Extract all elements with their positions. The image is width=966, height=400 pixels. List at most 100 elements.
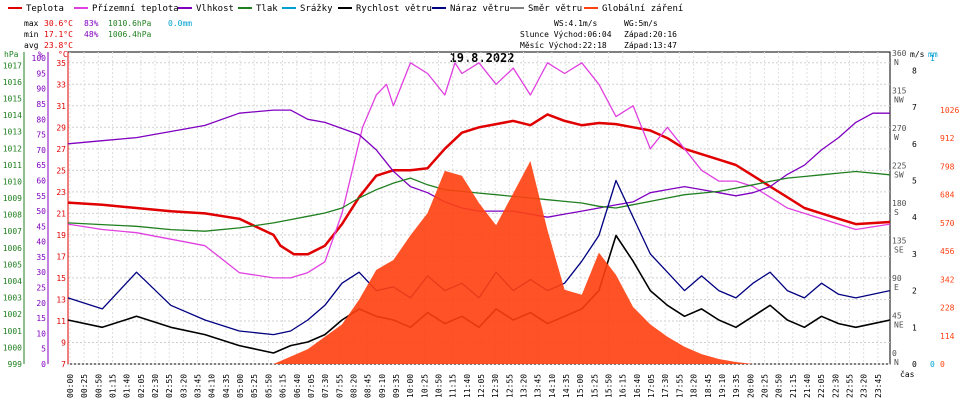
x-tick-label: 14:35 (562, 374, 571, 398)
wm2-tick-label: 1026 (940, 106, 959, 115)
dir-tick-label: SW (894, 171, 904, 180)
x-tick-label: 10:25 (420, 374, 429, 398)
hpa-tick-label: 1015 (3, 94, 22, 103)
dir-tick-label: W (894, 133, 899, 142)
x-tick-label: 01:15 (109, 374, 118, 398)
hpa-tick-label: 1005 (3, 260, 22, 269)
hpa-tick-label: 1016 (3, 78, 22, 87)
x-tick-label: 02:05 (137, 374, 146, 398)
pct-tick-label: 10 (36, 329, 46, 338)
legend-label-smer: Směr větru (528, 4, 582, 14)
mm-tick-label: 0 (930, 360, 935, 369)
hpa-tick-label: 1006 (3, 244, 22, 253)
pct-tick-label: 80 (36, 115, 46, 124)
dir-tick-value: 0 (892, 349, 897, 358)
pct-tick-label: 40 (36, 238, 46, 247)
wm2-tick-label: 0 (940, 360, 945, 369)
pct-tick-label: 45 (36, 222, 46, 231)
pct-tick-label: 95 (36, 69, 46, 78)
series-p-zemn-teplota-line (67, 62, 891, 279)
dir-tick-label: E (894, 283, 899, 292)
info-mesic: Měsíc Východ:22:18 (520, 41, 607, 50)
x-tick-label: 05:50 (264, 374, 273, 398)
stat-max-hum: 83% (84, 19, 99, 28)
x-tick-label: 16:15 (619, 374, 628, 398)
x-tick-label: 21:40 (803, 374, 812, 398)
dir-tick-label: NE (894, 321, 904, 330)
info-ws: WS:4.1m/s (554, 19, 598, 28)
dir-tick-value: 135 (892, 237, 907, 246)
legend-label-rychlost: Rychlost větru (356, 4, 432, 14)
wm2-tick-label: 570 (940, 219, 955, 228)
x-tick-label: 21:15 (789, 374, 798, 398)
temp-tick-label: 29 (56, 123, 66, 132)
hpa-tick-label: 1004 (3, 277, 22, 286)
wm2-tick-label: 798 (940, 162, 955, 171)
x-tick-label: 23:20 (860, 374, 869, 398)
x-tick-label: 15:50 (605, 374, 614, 398)
x-tick-label: 11:40 (463, 374, 472, 398)
x-tick-label: 09:35 (392, 374, 401, 398)
x-tick-label: 15:00 (576, 374, 585, 398)
temp-tick-label: 11 (56, 317, 66, 326)
x-tick-label: 07:05 (307, 374, 316, 398)
x-tick-label: 10:50 (434, 374, 443, 398)
info-slunce: Slunce Východ:06:04 (520, 30, 612, 39)
temp-tick-label: 9 (61, 338, 66, 347)
unit-ms: m/s (910, 50, 925, 59)
x-tick-label: 03:45 (194, 374, 203, 398)
temp-tick-label: 27 (56, 145, 66, 154)
dir-tick-label: SE (894, 246, 904, 255)
pct-tick-label: 30 (36, 268, 46, 277)
dir-tick-label: N (894, 58, 899, 67)
pct-tick-label: 35 (36, 253, 46, 262)
stat-min-hum: 48% (84, 30, 99, 39)
x-tick-label: 20:50 (775, 374, 784, 398)
x-tick-label: 12:05 (477, 374, 486, 398)
unit-hpa: hPa (4, 50, 19, 59)
pct-tick-label: 90 (36, 85, 46, 94)
legend-label-teplota: Teplota (26, 4, 64, 14)
series-teplota-line (67, 113, 891, 256)
x-tick-label: 08:20 (349, 374, 358, 398)
x-tick-label: 20:00 (746, 374, 755, 398)
temp-tick-label: 17 (56, 252, 66, 261)
stat-max-rain: 0.0mm (168, 19, 192, 28)
axes: 00:00 00:25 00:50 01:15 01:40 02:05 02:30 02:55… (3, 49, 960, 398)
dir-tick-value: 360 (892, 49, 907, 58)
legend-label-naraz: Náraz větru (450, 4, 510, 14)
temp-tick-label: 13 (56, 295, 66, 304)
pct-tick-label: 0 (41, 360, 46, 369)
dir-tick-label: NW (894, 96, 904, 105)
x-tick-label: 09:10 (378, 374, 387, 398)
ms-tick-label: 4 (912, 213, 917, 222)
pct-tick-label: 15 (36, 314, 46, 323)
x-tick-label: 14:10 (548, 374, 557, 398)
legend-label-zareni: Globální záření (602, 4, 683, 14)
dir-tick-value: 315 (892, 87, 907, 96)
dir-tick-value: 270 (892, 124, 907, 133)
x-tick-label: 23:45 (874, 374, 883, 398)
hpa-tick-label: 1014 (3, 111, 22, 120)
hpa-tick-label: 1007 (3, 227, 22, 236)
wm2-tick-label: 912 (940, 134, 955, 143)
stats-block: max 30.6°C 83% 1010.6hPa 0.0mm min 17.1°… (24, 19, 192, 50)
x-tick-label: 18:20 (690, 374, 699, 398)
stat-max-label: max (24, 19, 39, 28)
wm2-tick-label: 228 (940, 304, 955, 313)
dir-tick-label: N (894, 358, 899, 367)
x-tick-label: 00:00 (66, 374, 75, 398)
ms-tick-label: 5 (912, 176, 917, 185)
x-tick-label: 22:30 (831, 374, 840, 398)
chart-title: 19.8.2022 (449, 51, 514, 65)
x-tick-label: 04:35 (222, 374, 231, 398)
x-tick-label: 17:55 (675, 374, 684, 398)
temp-tick-label: 35 (56, 59, 66, 68)
ms-tick-label: 2 (912, 287, 917, 296)
x-tick-label: 12:55 (505, 374, 514, 398)
x-tick-label: 19:35 (732, 374, 741, 398)
wm2-tick-label: 114 (940, 332, 955, 341)
series-glob-ln-z-en--area (273, 161, 753, 364)
x-tick-label: 06:15 (279, 374, 288, 398)
x-axis-label: čas (900, 369, 915, 379)
